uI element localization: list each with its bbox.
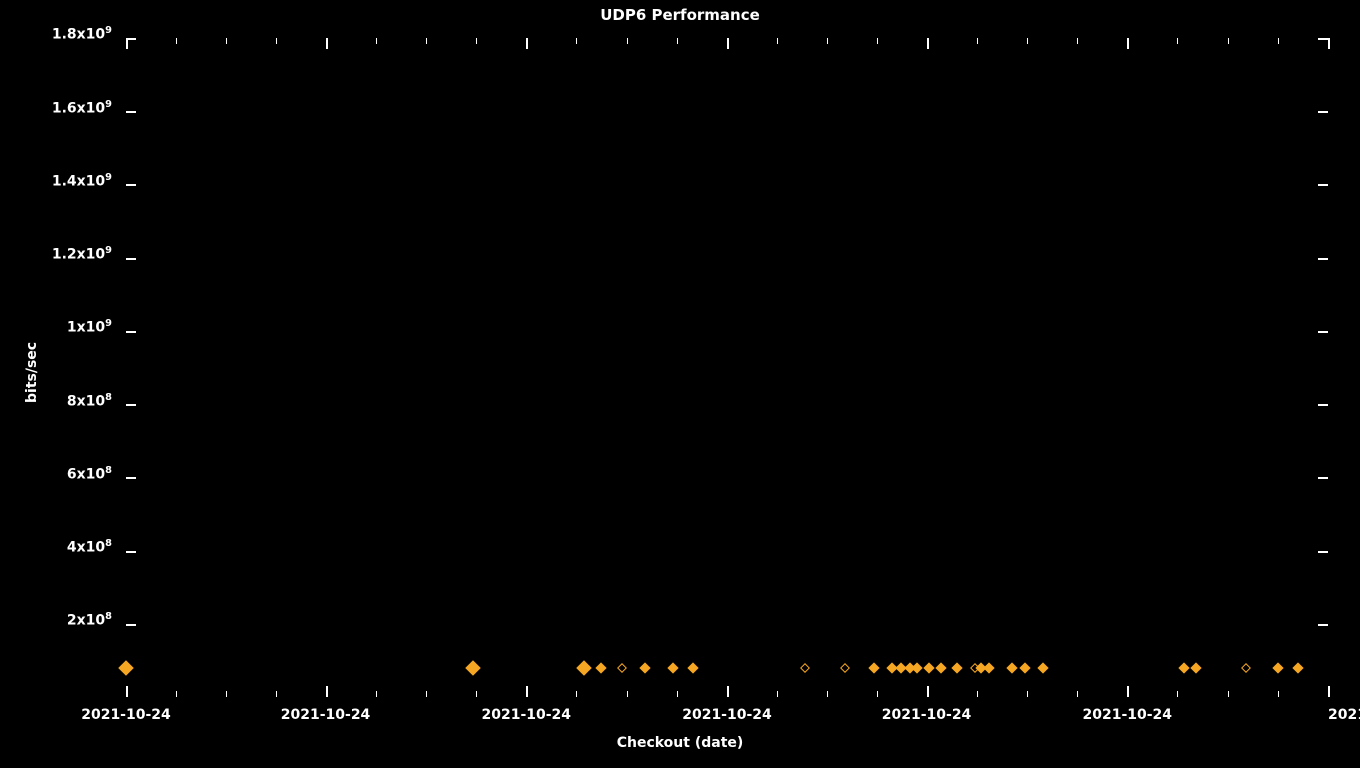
- x-tick-minor: [777, 38, 778, 44]
- x-tick-minor: [877, 691, 878, 697]
- y-tick-mark: [1318, 184, 1328, 186]
- chart-title-text: UDP6 Performance: [600, 6, 760, 24]
- y-tick-label: 6x108: [22, 465, 112, 483]
- x-tick-minor: [1027, 691, 1028, 697]
- x-tick-minor: [226, 38, 227, 44]
- x-tick-minor: [1228, 691, 1229, 697]
- x-tick-minor: [376, 38, 377, 44]
- x-tick-minor: [1177, 691, 1178, 697]
- x-tick-major: [1328, 38, 1330, 49]
- y-tick-mark: [1318, 404, 1328, 406]
- x-tick-label: 2021-10-24: [667, 707, 787, 723]
- x-tick-major: [927, 38, 929, 49]
- x-tick-minor: [677, 38, 678, 44]
- x-tick-minor: [1228, 38, 1229, 44]
- y-tick-mark: [1318, 258, 1328, 260]
- x-tick-major: [326, 38, 328, 49]
- x-tick-label: 2021-10-24: [867, 707, 987, 723]
- y-tick-label: 4x108: [22, 538, 112, 556]
- y-tick-label: 8x108: [22, 392, 112, 410]
- x-tick-major: [727, 38, 729, 49]
- x-axis-label-text: Checkout (date): [617, 735, 744, 751]
- x-tick-minor: [476, 38, 477, 44]
- x-tick-minor: [276, 691, 277, 697]
- y-tick-mark: [126, 331, 136, 333]
- x-tick-minor: [627, 691, 628, 697]
- x-tick-minor: [1077, 691, 1078, 697]
- x-tick-minor: [1278, 691, 1279, 697]
- y-tick-mark: [126, 551, 136, 553]
- x-tick-minor: [176, 38, 177, 44]
- x-tick-minor: [677, 691, 678, 697]
- y-tick-mark: [126, 404, 136, 406]
- chart-title: UDP6 Performance: [0, 6, 1360, 24]
- x-tick-minor: [1027, 38, 1028, 44]
- y-tick-mark: [1318, 111, 1328, 113]
- y-tick-mark: [1318, 38, 1328, 40]
- y-tick-label: 1.6x109: [22, 99, 112, 117]
- y-tick-label: 1.2x109: [22, 245, 112, 263]
- y-tick-label: 2x108: [22, 611, 112, 629]
- x-tick-minor: [476, 691, 477, 697]
- y-tick-mark: [126, 111, 136, 113]
- x-tick-major: [326, 686, 328, 697]
- y-tick-mark: [1318, 477, 1328, 479]
- y-tick-mark: [1318, 624, 1328, 626]
- x-tick-minor: [226, 691, 227, 697]
- y-tick-label: 1.4x109: [22, 172, 112, 190]
- x-tick-major: [1328, 686, 1330, 697]
- y-tick-mark: [126, 184, 136, 186]
- x-tick-major: [927, 686, 929, 697]
- x-tick-label: 2021-10-24: [466, 707, 586, 723]
- y-tick-mark: [126, 624, 136, 626]
- x-tick-label: 2021-10-24: [66, 707, 186, 723]
- x-tick-minor: [376, 691, 377, 697]
- x-tick-major: [727, 686, 729, 697]
- x-tick-major: [1127, 686, 1129, 697]
- x-tick-major: [126, 686, 128, 697]
- x-tick-minor: [426, 38, 427, 44]
- x-tick-label: 2021-10-24: [1067, 707, 1187, 723]
- x-tick-minor: [777, 691, 778, 697]
- chart-container: UDP6 Performance bits/sec Checkout (date…: [0, 0, 1360, 768]
- y-tick-label: 1x109: [22, 318, 112, 336]
- x-tick-major: [526, 686, 528, 697]
- x-tick-label: 2021-10-24: [266, 707, 386, 723]
- x-tick-minor: [977, 38, 978, 44]
- plot-area: [126, 38, 1328, 697]
- x-axis-label: Checkout (date): [0, 735, 1360, 751]
- x-tick-major: [126, 38, 128, 49]
- x-tick-minor: [827, 691, 828, 697]
- y-tick-mark: [126, 477, 136, 479]
- y-tick-mark: [1318, 551, 1328, 553]
- y-tick-mark: [126, 258, 136, 260]
- x-tick-minor: [1278, 38, 1279, 44]
- x-tick-minor: [1177, 38, 1178, 44]
- x-tick-minor: [977, 691, 978, 697]
- x-tick-minor: [1077, 38, 1078, 44]
- x-tick-minor: [827, 38, 828, 44]
- x-tick-major: [526, 38, 528, 49]
- y-tick-label: 1.8x109: [22, 25, 112, 43]
- x-tick-minor: [576, 691, 577, 697]
- x-tick-minor: [426, 691, 427, 697]
- x-tick-label: 2021-10-2: [1328, 707, 1360, 723]
- x-tick-minor: [176, 691, 177, 697]
- x-tick-minor: [877, 38, 878, 44]
- x-tick-minor: [627, 38, 628, 44]
- x-tick-major: [1127, 38, 1129, 49]
- x-tick-minor: [276, 38, 277, 44]
- x-tick-minor: [576, 38, 577, 44]
- y-tick-mark: [1318, 331, 1328, 333]
